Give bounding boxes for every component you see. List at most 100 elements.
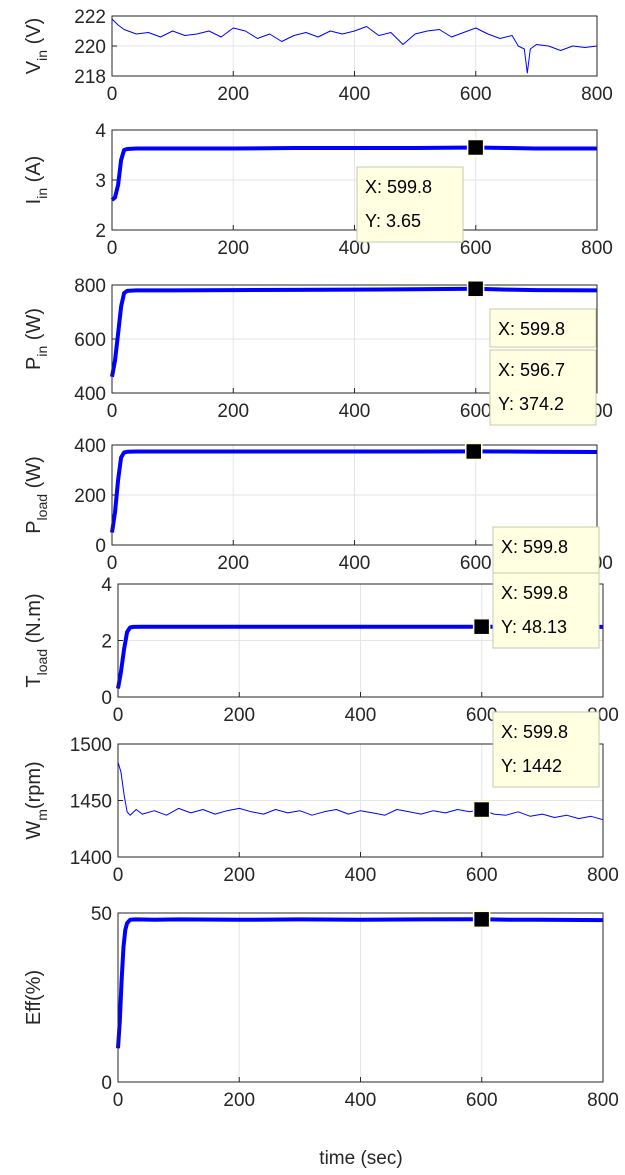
x-tick-label: 200	[217, 401, 249, 422]
x-axis-label: time (sec)	[319, 1148, 402, 1169]
series-line	[117, 761, 604, 821]
y-tick-label: 1450	[70, 792, 112, 813]
y-tick-label: 0	[101, 1073, 112, 1094]
x-tick-label: 800	[587, 865, 619, 886]
y-axis-label: Eff(%)	[23, 970, 45, 1025]
datatip-marker[interactable]	[472, 800, 491, 819]
y-tick-label: 200	[74, 486, 106, 507]
x-tick-label: 200	[217, 84, 249, 105]
datatip-marker[interactable]	[466, 280, 485, 298]
datatip-box	[489, 308, 597, 348]
y-axis-label: Pin (W)	[23, 308, 50, 370]
x-tick-label: 400	[339, 553, 371, 574]
y-tick-label: 4	[101, 575, 112, 596]
panel-7: 0 200 400 600 800 0 50 Eff(%)	[23, 904, 619, 1111]
x-tick-label: 200	[217, 553, 249, 574]
y-tick-label: 0	[101, 688, 112, 709]
axes-box	[111, 15, 598, 77]
x-tick-label: 0	[107, 553, 118, 574]
y-axis-label: Pload (W)	[23, 456, 50, 534]
x-tick-label: 400	[345, 865, 377, 886]
y-tick-label: 1400	[70, 848, 112, 869]
panel-1: 0 200 400 600 800 218 220 222 Vin (V)	[23, 7, 613, 105]
y-tick-label: 220	[74, 37, 106, 58]
y-tick-label: 3	[95, 171, 106, 192]
x-tick-label: 400	[345, 705, 377, 726]
datatip-box	[492, 572, 600, 649]
x-tick-label: 0	[113, 705, 124, 726]
x-tick-label: 600	[460, 84, 492, 105]
series-line	[111, 18, 598, 74]
x-tick-label: 400	[339, 84, 371, 105]
x-tick-label: 400	[339, 238, 371, 259]
x-tick-label: 800	[581, 238, 613, 259]
datatip-marker[interactable]	[464, 442, 483, 461]
datatip-box	[489, 349, 597, 426]
y-tick-label: 0	[95, 536, 106, 557]
datatip-text: Y: 374.2	[498, 394, 564, 414]
x-tick-label: 200	[223, 705, 255, 726]
datatip-text: X: 599.8	[365, 177, 432, 197]
datatip-marker[interactable]	[472, 910, 491, 929]
datatip-text: X: 599.8	[501, 537, 568, 557]
y-tick-label: 4	[95, 121, 106, 142]
y-tick-label: 800	[74, 276, 106, 297]
datatip-text: X: 596.7	[498, 360, 565, 380]
axes-box	[117, 912, 604, 1083]
datatip-text: X: 599.8	[498, 319, 565, 339]
y-axis-label: Tload (N.m)	[23, 593, 50, 687]
x-tick-label: 200	[217, 238, 249, 259]
datatip-text: Y: 48.13	[501, 617, 567, 637]
axes-box	[111, 284, 598, 394]
x-tick-label: 0	[107, 238, 118, 259]
datatip[interactable]: X: 599.8 Y: 1442	[472, 711, 600, 819]
datatip[interactable]: X: 599.8 Y: 3.65	[356, 138, 485, 243]
y-tick-label: 222	[74, 7, 106, 28]
x-tick-label: 600	[466, 705, 498, 726]
y-tick-label: 2	[101, 632, 112, 653]
x-tick-label: 0	[107, 401, 118, 422]
x-tick-label: 600	[460, 401, 492, 422]
panel-2: 0 200 400 600 800 2 3 4 Iin (A)	[23, 121, 613, 259]
y-axis-label: Iin (A)	[23, 156, 50, 205]
y-tick-label: 2	[95, 221, 106, 242]
datatip-text: Y: 1442	[501, 756, 562, 776]
x-tick-label: 600	[460, 553, 492, 574]
datatip-box	[492, 711, 600, 788]
y-tick-label: 218	[74, 67, 106, 88]
axes-box	[111, 444, 598, 546]
y-tick-label: 400	[74, 384, 106, 405]
datatip-marker[interactable]	[472, 617, 491, 636]
datatip-marker[interactable]	[466, 138, 485, 157]
axes-box	[117, 583, 604, 698]
series-line	[110, 449, 598, 533]
y-axis-label: Wm(rpm)	[23, 761, 50, 839]
y-tick-label: 50	[91, 904, 112, 925]
x-tick-label: 0	[113, 865, 124, 886]
datatip[interactable]: X: 599.8	[466, 280, 597, 348]
series-line	[110, 286, 598, 378]
x-tick-label: 0	[113, 1090, 124, 1111]
y-tick-label: 600	[74, 330, 106, 351]
axes-box	[111, 129, 598, 231]
x-tick-label: 200	[223, 865, 255, 886]
x-tick-label: 400	[339, 401, 371, 422]
datatip-text: X: 599.8	[501, 722, 568, 742]
x-tick-label: 0	[107, 84, 118, 105]
y-axis-label: Vin (V)	[23, 18, 50, 74]
datatip[interactable]: X: 596.7 Y: 374.2	[464, 349, 597, 461]
x-tick-label: 200	[223, 1090, 255, 1111]
y-tick-label: 400	[74, 436, 106, 457]
axes-box	[117, 743, 604, 858]
x-tick-label: 600	[466, 865, 498, 886]
datatip[interactable]: X: 599.8 Y: 48.13	[472, 572, 600, 929]
datatip-box	[356, 166, 464, 243]
series-line	[110, 145, 597, 202]
x-tick-label: 600	[460, 238, 492, 259]
y-tick-label: 1500	[70, 735, 112, 756]
datatip-text: X: 599.8	[501, 583, 568, 603]
x-tick-label: 400	[345, 1090, 377, 1111]
datatip-text: Y: 3.65	[365, 211, 421, 231]
